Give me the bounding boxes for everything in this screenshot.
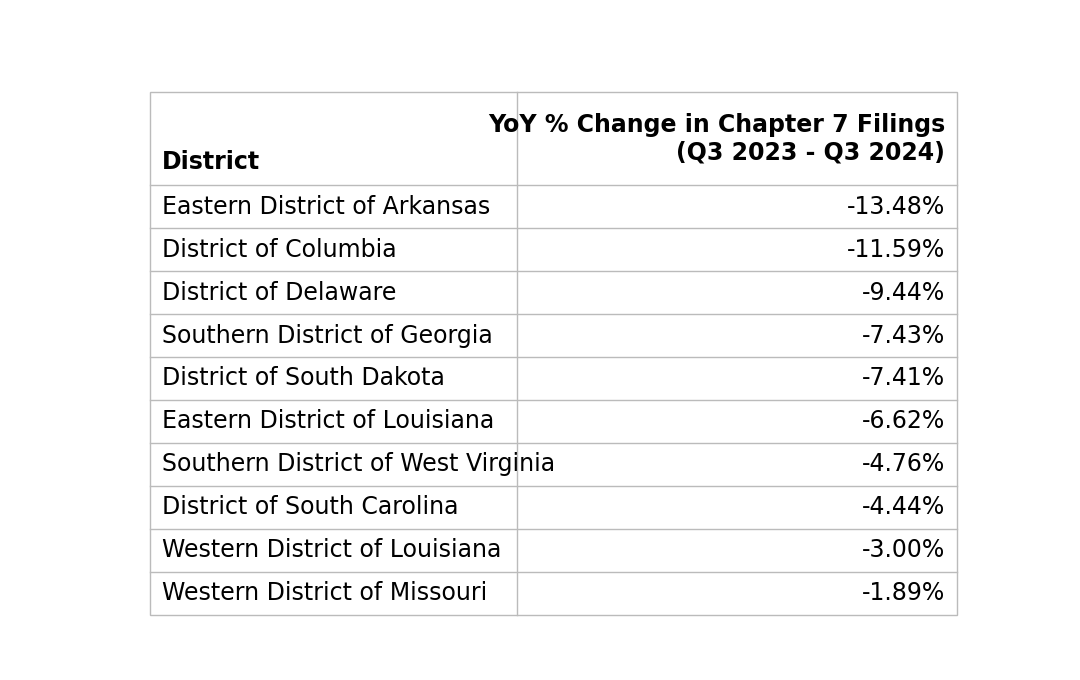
Bar (150, 314, 517, 357)
Bar (150, 486, 517, 529)
Bar (517, 572, 957, 615)
Text: -4.76%: -4.76% (862, 452, 945, 477)
Text: YoY % Change in Chapter 7 Filings
(Q3 2023 - Q3 2024): YoY % Change in Chapter 7 Filings (Q3 20… (488, 113, 945, 165)
Bar (517, 357, 957, 400)
Bar (517, 271, 957, 314)
Bar (150, 572, 517, 615)
Text: -7.41%: -7.41% (862, 367, 945, 390)
Bar (517, 443, 957, 486)
Text: Western District of Missouri: Western District of Missouri (162, 581, 487, 605)
Text: -9.44%: -9.44% (862, 281, 945, 305)
Bar (150, 357, 517, 400)
Bar (517, 529, 957, 572)
Bar (517, 400, 957, 443)
Text: District of South Carolina: District of South Carolina (162, 495, 458, 520)
Bar (150, 92, 517, 185)
Text: District of Delaware: District of Delaware (162, 281, 396, 305)
Bar (517, 486, 957, 529)
Bar (150, 400, 517, 443)
Bar (150, 443, 517, 486)
Bar (517, 92, 957, 185)
Text: -6.62%: -6.62% (862, 409, 945, 433)
Text: -4.44%: -4.44% (862, 495, 945, 520)
Text: Southern District of Georgia: Southern District of Georgia (162, 324, 492, 347)
Bar (150, 529, 517, 572)
Text: Eastern District of Louisiana: Eastern District of Louisiana (162, 409, 494, 433)
Text: -11.59%: -11.59% (847, 238, 945, 262)
Bar (150, 271, 517, 314)
Text: Western District of Louisiana: Western District of Louisiana (162, 539, 501, 562)
Text: Southern District of West Virginia: Southern District of West Virginia (162, 452, 555, 477)
Bar (150, 228, 517, 271)
Bar (517, 228, 957, 271)
Text: -13.48%: -13.48% (847, 194, 945, 219)
Bar (517, 314, 957, 357)
Text: District of South Dakota: District of South Dakota (162, 367, 445, 390)
Text: District of Columbia: District of Columbia (162, 238, 396, 262)
Text: -7.43%: -7.43% (862, 324, 945, 347)
Text: -1.89%: -1.89% (862, 581, 945, 605)
Bar (517, 185, 957, 228)
Text: District: District (162, 150, 260, 174)
Bar (150, 185, 517, 228)
Text: -3.00%: -3.00% (862, 539, 945, 562)
Text: Eastern District of Arkansas: Eastern District of Arkansas (162, 194, 490, 219)
